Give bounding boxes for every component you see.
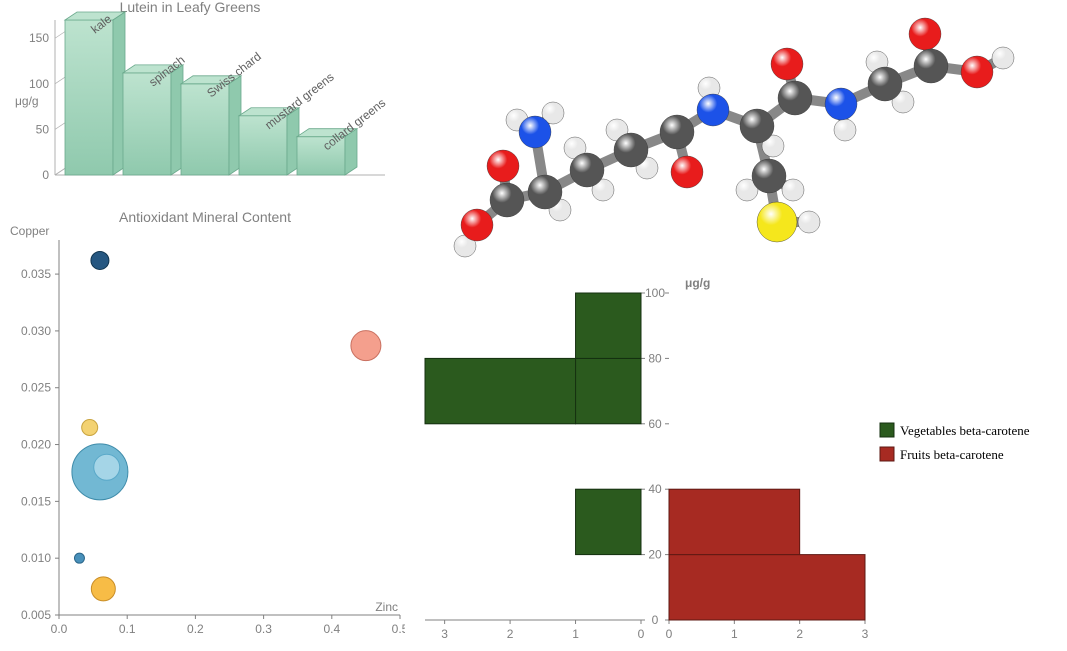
ytick: 0 — [652, 613, 659, 627]
legend-label: Fruits beta-carotene — [900, 447, 1004, 462]
atom-H — [992, 47, 1014, 69]
xtick: 0.0 — [51, 622, 68, 636]
mineral-chart: Antioxidant Mineral Content Copper Zinc 0.0… — [5, 210, 405, 640]
xtick: 0.5 — [392, 622, 405, 636]
bar — [65, 20, 113, 175]
hist-bar-left — [425, 358, 576, 423]
atom-C — [528, 175, 562, 209]
atom-C — [740, 109, 774, 143]
xaxis-label: Zinc — [375, 600, 398, 614]
bar — [181, 84, 229, 175]
ytick: 0.025 — [21, 381, 51, 395]
chart-title: Lutein in Leafy Greens — [120, 0, 261, 15]
xtick-left: 3 — [441, 627, 448, 641]
bar — [123, 73, 171, 175]
ytick: 0.035 — [21, 267, 51, 281]
atom-S — [757, 202, 797, 242]
xtick-right: 3 — [862, 627, 869, 641]
ytick: 60 — [648, 417, 662, 431]
ytick: 20 — [648, 548, 662, 562]
legend-swatch — [880, 447, 894, 461]
xtick-left: 0 — [638, 627, 645, 641]
xtick-right: 2 — [796, 627, 803, 641]
ytick: 0.010 — [21, 551, 51, 565]
ytick: 80 — [648, 351, 662, 365]
bubble — [91, 577, 115, 601]
xtick-right: 1 — [731, 627, 738, 641]
hist-bar-left — [576, 293, 641, 358]
xtick-left: 1 — [572, 627, 579, 641]
atom-C — [570, 153, 604, 187]
xtick-left: 2 — [507, 627, 514, 641]
bubble — [82, 420, 98, 436]
atom-H — [782, 179, 804, 201]
xtick: 0.2 — [187, 622, 204, 636]
atom-C — [868, 67, 902, 101]
ytick: 50 — [36, 122, 50, 136]
atom-C — [490, 183, 524, 217]
xtick: 0.4 — [323, 622, 340, 636]
atom-O — [771, 48, 803, 80]
beta-carotene-chart: 0 20 40 60 80 100 μg/g 0 1 2 3 0 1 2 3 Vegetables beta-… — [420, 275, 1060, 645]
atom-N — [825, 88, 857, 120]
ytick: 0.005 — [21, 608, 51, 622]
xtick: 0.3 — [255, 622, 272, 636]
ytick: 0.020 — [21, 438, 51, 452]
hist-bar-left — [576, 358, 641, 423]
atom-O — [461, 209, 493, 241]
ytick: 100 — [29, 77, 49, 91]
lutein-chart: Lutein in Leafy Greens050100150μg/gkales… — [10, 0, 390, 200]
molecule-structure — [395, 0, 1055, 275]
ytick: 150 — [29, 31, 49, 45]
hist-bar-right — [669, 489, 800, 554]
bubble — [91, 251, 109, 269]
yaxis-label: μg/g — [685, 276, 710, 290]
ytick: 0.015 — [21, 494, 51, 508]
ytick: 0.030 — [21, 324, 51, 338]
bubble — [74, 553, 84, 563]
yaxis-label: Copper — [10, 224, 49, 238]
atom-H — [834, 119, 856, 141]
ytick: 40 — [648, 482, 662, 496]
bubble — [94, 454, 120, 480]
hist-bar-left — [576, 489, 641, 554]
hist-bar-right — [669, 555, 865, 620]
chart-title: Antioxidant Mineral Content — [119, 210, 291, 225]
atom-O — [909, 18, 941, 50]
atom-C — [660, 115, 694, 149]
atom-C — [778, 81, 812, 115]
atom-C — [614, 133, 648, 167]
xtick-right: 0 — [666, 627, 673, 641]
yaxis-label: μg/g — [15, 94, 39, 108]
ytick: 100 — [645, 286, 665, 300]
atom-O — [961, 56, 993, 88]
xtick: 0.1 — [119, 622, 136, 636]
atom-N — [519, 116, 551, 148]
ytick: 0 — [42, 168, 49, 182]
atom-C — [914, 49, 948, 83]
atom-N — [697, 94, 729, 126]
bubble — [351, 331, 381, 361]
legend-label: Vegetables beta-carotene — [900, 423, 1030, 438]
legend-swatch — [880, 423, 894, 437]
atom-O — [671, 156, 703, 188]
atom-H — [798, 211, 820, 233]
atom-C — [752, 159, 786, 193]
atom-O — [487, 150, 519, 182]
